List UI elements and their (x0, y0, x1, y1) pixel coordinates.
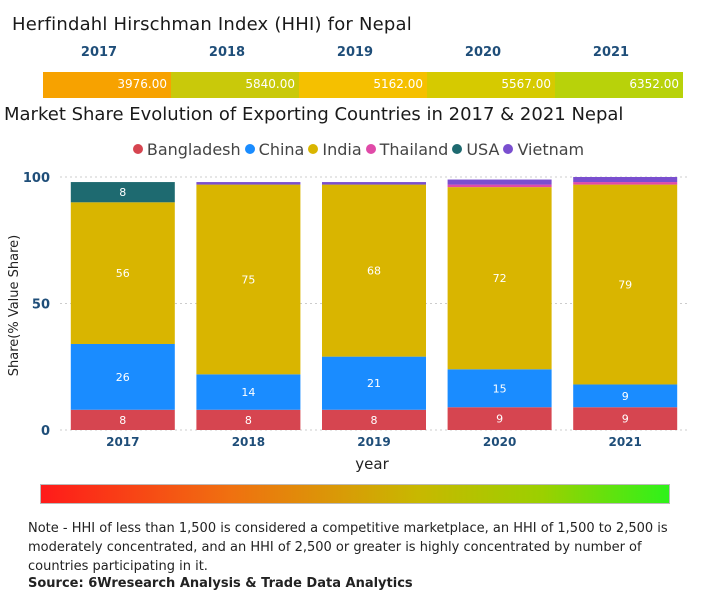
hhi-value: 6352.00 (629, 77, 679, 91)
hhi-value: 5162.00 (373, 77, 423, 91)
legend-label: USA (466, 140, 500, 159)
hhi-year-label: 2020 (464, 45, 502, 60)
legend-dot-icon (503, 144, 514, 154)
data-label: 9 (496, 413, 503, 426)
bar-segment (447, 407, 552, 430)
data-label: 9 (622, 413, 629, 426)
legend-item[interactable]: India (308, 140, 362, 159)
x-tick-label: 2019 (357, 435, 390, 449)
x-tick-label: 2020 (483, 435, 516, 449)
hhi-color-scale (40, 484, 670, 504)
legend-label: Thailand (379, 140, 449, 159)
legend-item[interactable]: USA (452, 140, 499, 159)
bar-segment (196, 182, 301, 185)
bar-segment (196, 184, 301, 375)
legend-label: India (322, 140, 362, 159)
x-tick-label: 2018 (232, 435, 265, 449)
bar-segment (196, 409, 301, 430)
data-label: 79 (618, 279, 632, 292)
bar-segment (70, 182, 175, 203)
stacked-bar-chart: 0 50 100 8 26 56 8 2017 8 14 75 2018 8 21 68 2019 9 15 72 2… (7, 171, 688, 473)
data-label: 21 (367, 377, 381, 390)
bar-segment (447, 184, 552, 188)
hhi-value-strip: 3976.00 5840.00 5162.00 5567.00 6352.00 (43, 72, 683, 98)
data-label: 72 (493, 272, 507, 285)
data-label: 8 (119, 414, 126, 427)
bar-segment (573, 177, 678, 183)
legend-dot-icon (452, 144, 463, 154)
data-label: 8 (119, 186, 126, 199)
hhi-value-cell: 5567.00 (427, 72, 555, 98)
chart-legend: Bangladesh China India Thailand USA Vietnam (0, 140, 717, 159)
chart-title: Market Share Evolution of Exporting Coun… (4, 104, 624, 125)
bar-segment (322, 356, 426, 410)
legend-label: China (258, 140, 305, 159)
hhi-year-label: 2018 (208, 45, 246, 60)
x-tick-label: 2021 (608, 435, 641, 449)
legend-item[interactable]: Vietnam (503, 140, 584, 159)
hhi-value: 5567.00 (501, 77, 551, 91)
data-label: 68 (367, 265, 381, 278)
bar-segment (573, 407, 678, 430)
hhi-year-label: 2017 (80, 45, 118, 60)
bar-segment (196, 374, 301, 410)
legend-dot-icon (308, 144, 319, 154)
legend-label: Vietnam (517, 140, 585, 159)
bar-segment (322, 184, 426, 357)
data-label: 26 (116, 371, 130, 384)
x-tick-label: 2017 (106, 435, 139, 449)
bar-segment (447, 179, 552, 185)
bar-segment (447, 369, 552, 408)
y-tick-label: 50 (32, 298, 50, 313)
bar-segment (573, 184, 678, 385)
hhi-title: Herfindahl Hirschman Index (HHI) for Nep… (12, 14, 412, 35)
legend-dot-icon (132, 144, 143, 154)
data-label: 8 (371, 414, 378, 427)
bar-segment (70, 343, 175, 410)
bar-segment (447, 187, 552, 370)
legend-item[interactable]: Thailand (365, 140, 449, 159)
hhi-value-cell: 5840.00 (171, 72, 299, 98)
data-label: 15 (493, 382, 507, 395)
note-text: Note - HHI of less than 1,500 is conside… (28, 521, 668, 574)
legend-dot-icon (365, 144, 376, 154)
hhi-year-label: 2019 (336, 45, 374, 60)
hhi-value-cell: 5162.00 (299, 72, 427, 98)
bar-segment (573, 384, 678, 408)
hhi-value-cell: 3976.00 (43, 72, 171, 98)
hhi-year-label: 2021 (592, 45, 630, 60)
y-tick-label: 100 (23, 171, 50, 186)
y-axis-title: Share(% Value Share) (7, 235, 22, 377)
legend-dot-icon (244, 144, 255, 154)
legend-item[interactable]: China (244, 140, 305, 159)
bar-segment (70, 202, 175, 344)
x-axis-title: year (355, 455, 389, 473)
data-label: 8 (245, 414, 252, 427)
bar-segment (573, 182, 678, 185)
data-label: 56 (116, 267, 130, 280)
data-label: 9 (622, 390, 629, 403)
bar-segment (70, 409, 175, 430)
hhi-value-cell: 6352.00 (555, 72, 683, 98)
hhi-value: 5840.00 (245, 77, 295, 91)
hhi-value: 3976.00 (117, 77, 167, 91)
bar-segment (322, 182, 426, 185)
legend-item[interactable]: Bangladesh (132, 140, 241, 159)
y-tick-label: 0 (41, 424, 50, 439)
data-label: 14 (241, 386, 255, 399)
legend-label: Bangladesh (146, 140, 241, 159)
bar-segment (322, 409, 426, 430)
source-text: Source: 6Wresearch Analysis & Trade Data… (28, 576, 413, 591)
data-label: 75 (241, 273, 255, 286)
